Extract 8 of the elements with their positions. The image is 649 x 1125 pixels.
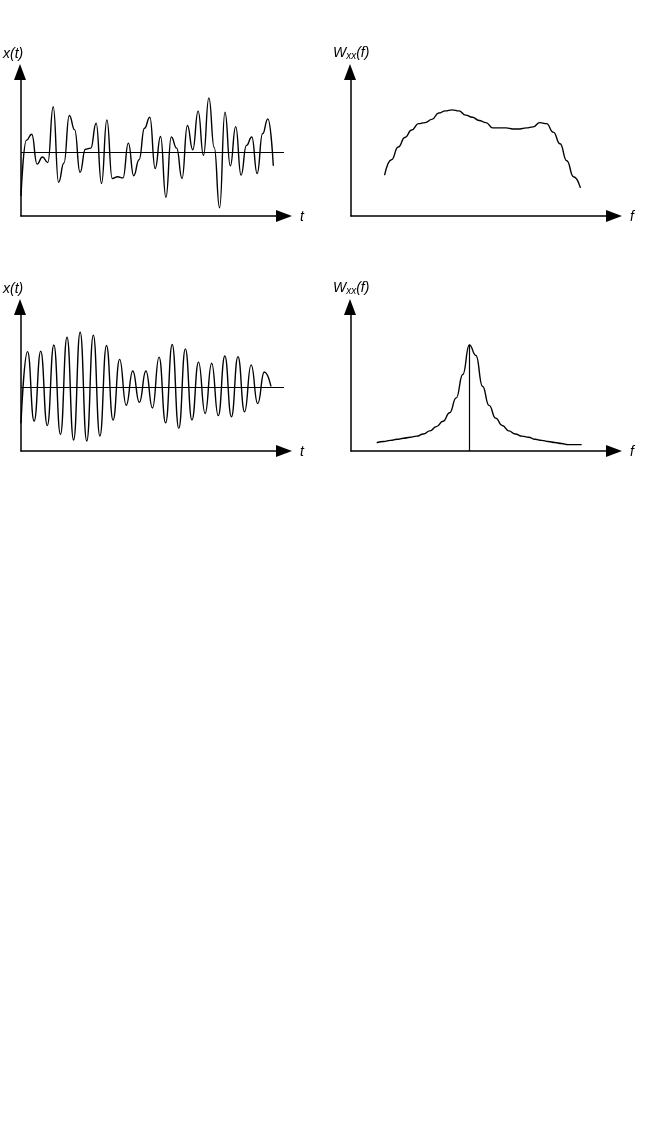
- x-axis-title: f: [630, 443, 636, 459]
- x-axis-title: t: [300, 208, 305, 224]
- y-axis-title: Wxx(f): [333, 44, 370, 61]
- y-axis-title: Wxx(f): [333, 279, 370, 296]
- x-axis-title: f: [630, 208, 636, 224]
- y-axis-title: x(t): [2, 45, 24, 61]
- y-axis-title: x(t): [2, 280, 24, 296]
- x-axis-title: t: [300, 443, 305, 459]
